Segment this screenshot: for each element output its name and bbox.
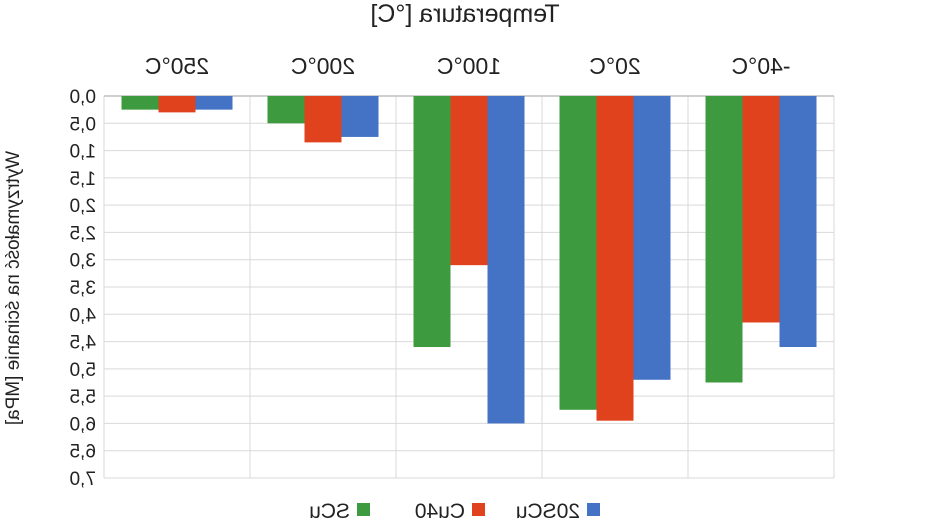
bar-20scu-2	[487, 96, 525, 424]
legend-swatch	[587, 503, 600, 516]
bar-cu40-0	[742, 96, 780, 323]
bar-20scu-3	[341, 96, 379, 137]
y-tick-label: 1,0	[70, 142, 96, 163]
bar-layer	[121, 96, 817, 424]
x-tick-label: -40°C	[731, 53, 790, 79]
legend-swatch	[472, 503, 485, 516]
bar-cu40-2	[450, 96, 488, 266]
y-axis-label: Wytrzymałość na ścinanie [MPa]	[3, 151, 24, 425]
x-tick-label: 200°C	[291, 53, 355, 79]
chart-title: Temperatura [°C]	[370, 0, 559, 28]
legend-label: 20SCu	[516, 500, 580, 523]
y-tick-label: 0,0	[70, 87, 96, 108]
bar-20scu-0	[779, 96, 817, 348]
y-tick-label: 3,5	[70, 278, 96, 299]
y-tick-label: 7,0	[70, 469, 96, 490]
bar-scu-2	[413, 96, 451, 348]
y-tick-label: 1,5	[70, 169, 96, 190]
bar-20scu-1	[633, 96, 671, 380]
bar-20scu-4	[195, 96, 233, 110]
y-tick-label: 6,5	[70, 442, 96, 463]
y-tick-label: 5,0	[70, 360, 96, 381]
bar-scu-1	[559, 96, 597, 410]
mirrored-chart-group: Temperatura [°C] Wytrzymałość na ścinani…	[3, 0, 835, 523]
bar-cu40-1	[596, 96, 634, 421]
y-tick-label: 4,0	[70, 305, 96, 326]
y-tick-label: 2,0	[70, 196, 96, 217]
bar-scu-3	[267, 96, 305, 124]
y-tick-label: 3,0	[70, 251, 96, 272]
x-tick-label: 20°C	[589, 53, 640, 79]
legend-label: Cu40	[415, 500, 465, 523]
y-tick-label: 2,5	[70, 223, 96, 244]
x-tick-label: 100°C	[437, 53, 501, 79]
bar-scu-0	[705, 96, 743, 383]
bar-cu40-4	[158, 96, 196, 113]
x-tick-label: 250°C	[145, 53, 209, 79]
label-layer: Temperatura [°C] Wytrzymałość na ścinani…	[3, 0, 791, 490]
legend-swatch	[357, 503, 370, 516]
legend: 20SCu Cu40 SCu	[309, 500, 600, 523]
bar-cu40-3	[304, 96, 342, 143]
y-tick-label: 5,5	[70, 387, 96, 408]
y-tick-label: 4,5	[70, 333, 96, 354]
y-tick-label: 6,0	[70, 414, 96, 435]
bar-scu-4	[121, 96, 159, 110]
legend-label: SCu	[309, 500, 350, 523]
y-tick-label: 0,5	[70, 114, 96, 135]
